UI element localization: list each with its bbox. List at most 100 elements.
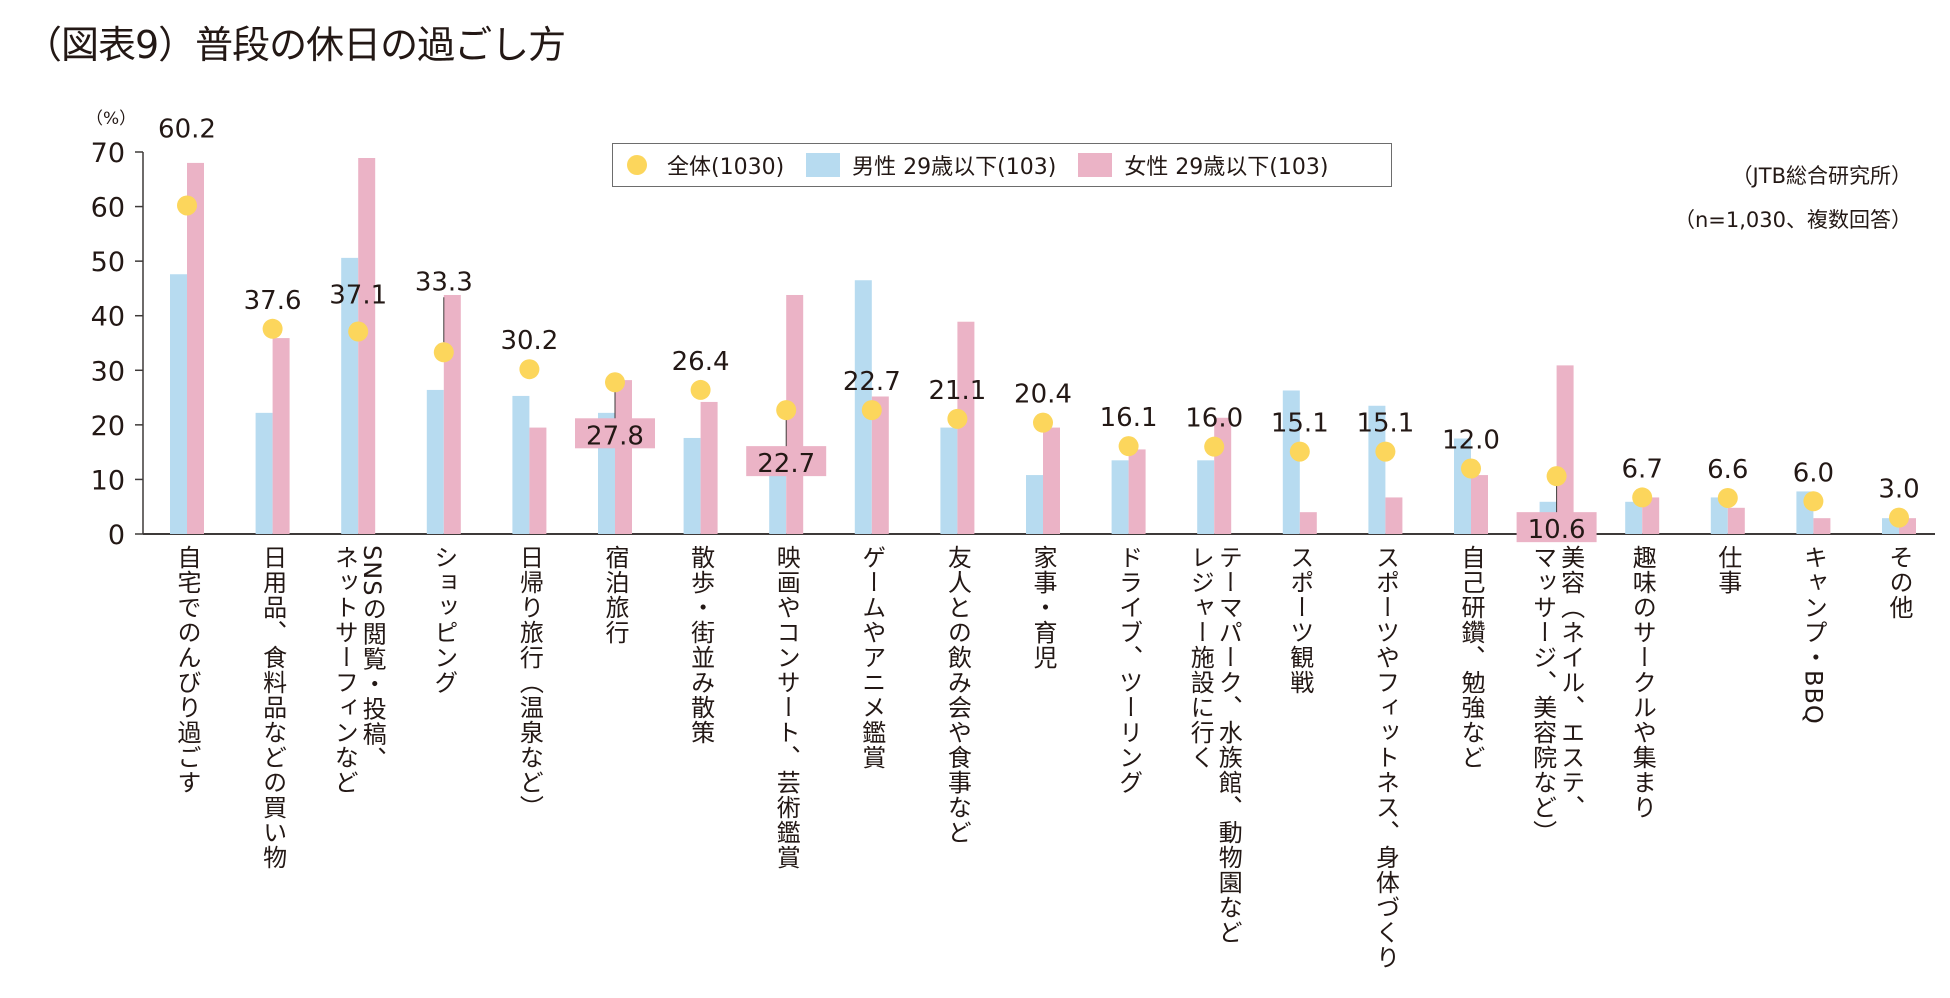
y-axis-unit: （%） (86, 109, 137, 129)
data-label: 10.6 (1528, 515, 1586, 545)
point-all (433, 342, 454, 363)
y-tick-label: 20 (91, 411, 125, 442)
bar-female (1299, 512, 1317, 534)
bar-female (1813, 518, 1831, 534)
y-tick-label: 10 (91, 465, 125, 496)
legend-label: 男性 29歳以下(103) (852, 155, 1057, 180)
x-tick-label: 友人との飲み会や食事など (943, 545, 972, 845)
bar-female (615, 380, 632, 534)
data-label: 37.6 (244, 286, 302, 316)
point-all (947, 408, 968, 429)
x-tick-label: 趣味のサークルや集まり (1628, 545, 1657, 820)
bar-female (957, 321, 975, 534)
data-label: 12.0 (1442, 426, 1500, 456)
y-tick-label: 0 (108, 520, 125, 551)
point-all (1803, 491, 1824, 512)
data-label: 60.2 (158, 114, 216, 144)
x-tick-label: 日用品、食料品などの買い物 (258, 545, 287, 870)
point-all (519, 359, 540, 380)
bar-male (1625, 501, 1643, 534)
bar-female (443, 294, 461, 534)
point-all (262, 318, 283, 339)
data-label: 33.3 (415, 267, 473, 297)
point-all (1204, 436, 1225, 457)
source-note: （JTB総合研究所） (1731, 164, 1912, 188)
bar-female (1471, 475, 1488, 534)
x-tick-label: テーマパーク、水族館、動物園など レジャー施設に行く (1186, 545, 1243, 945)
bar-male (940, 427, 958, 534)
data-label: 21.1 (928, 376, 986, 406)
x-tick-label: 自宅でのんびり過ごす (173, 545, 201, 795)
bar-male (1026, 475, 1043, 534)
bar-male (426, 389, 444, 534)
data-label: 30.2 (500, 326, 558, 356)
y-tick-label: 50 (91, 247, 125, 278)
bar-female (1556, 365, 1574, 534)
point-all (861, 400, 882, 421)
point-all (1461, 458, 1481, 479)
chart-title: （図表9）普段の休日の過ごし方 (24, 23, 566, 67)
bar-female (871, 396, 889, 534)
data-label: 6.6 (1707, 455, 1748, 485)
x-tick-label: SNSの閲覧・投稿、 ネットサーフィンなど (330, 545, 387, 795)
y-tick-label: 70 (91, 138, 125, 169)
data-label: 15.1 (1271, 409, 1329, 439)
bar-female (1043, 427, 1060, 534)
point-all (1632, 487, 1653, 508)
x-tick-label: 映画やコンサート、芸術鑑賞 (772, 545, 801, 870)
point-all (605, 372, 625, 393)
legend-label: 全体(1030) (667, 155, 785, 180)
data-label: 6.7 (1622, 454, 1663, 484)
point-all (776, 400, 797, 421)
data-label: 20.4 (1014, 380, 1072, 410)
data-label-box (746, 446, 827, 477)
y-tick-label: 30 (91, 356, 125, 387)
x-tick-label: 仕事 (1713, 545, 1742, 595)
data-label-box (575, 418, 655, 449)
x-tick-label: ドライブ、ツーリング (1114, 545, 1143, 795)
x-tick-label: ショッピング (429, 545, 458, 695)
bar-female (358, 158, 376, 534)
data-label: 26.4 (672, 347, 730, 377)
data-label: 16.0 (1185, 404, 1243, 434)
x-tick-label: 美容（ネイル、エステ、 マッサージ、美容院など） (1528, 545, 1585, 845)
legend-swatch-icon (1078, 153, 1113, 177)
point-all (1546, 466, 1567, 487)
x-tick-label: その他 (1885, 545, 1913, 620)
x-tick-label: 日帰り旅行（温泉など） (515, 545, 544, 820)
x-tick-label: 散歩・街並み散策 (686, 545, 715, 745)
bar-female (700, 401, 718, 534)
point-all (1889, 507, 1909, 528)
legend-item-female: 女性 29歳以下(103) (1078, 149, 1328, 181)
sample-note: （n=1,030、複数回答） (1673, 208, 1912, 232)
bar-male (1282, 390, 1300, 534)
point-all (1118, 436, 1139, 457)
data-label: 37.1 (329, 281, 387, 311)
legend: 全体(1030) 男性 29歳以下(103) 女性 29歳以下(103) (612, 143, 1392, 187)
legend-item-male: 男性 29歳以下(103) (806, 149, 1056, 181)
point-all (1375, 441, 1396, 462)
legend-item-all: 全体(1030) (627, 149, 784, 181)
point-all (1717, 487, 1738, 508)
x-tick-label: キャンプ・BBQ (1799, 545, 1828, 725)
point-all (1033, 412, 1053, 433)
point-all (348, 321, 369, 342)
bar-male (1368, 405, 1386, 534)
data-label: 15.1 (1356, 409, 1414, 439)
x-tick-label: 自己研鑽、勉強など (1457, 545, 1485, 770)
data-label: 6.0 (1793, 458, 1834, 488)
bar-male (1197, 460, 1215, 534)
data-label: 22.7 (843, 367, 901, 397)
data-label: 3.0 (1878, 475, 1919, 505)
bar-male (512, 395, 530, 534)
bar-female (529, 427, 547, 534)
x-tick-label: 宿泊旅行 (601, 545, 629, 645)
bar-female (1214, 417, 1232, 534)
data-label: 27.8 (586, 421, 644, 451)
bar-female (272, 338, 290, 534)
legend-swatch-icon (806, 153, 841, 177)
data-label-box (1516, 512, 1597, 543)
x-tick-label: スポーツやフィットネス、身体づくり (1371, 545, 1400, 970)
legend-label: 女性 29歳以下(103) (1124, 155, 1329, 180)
